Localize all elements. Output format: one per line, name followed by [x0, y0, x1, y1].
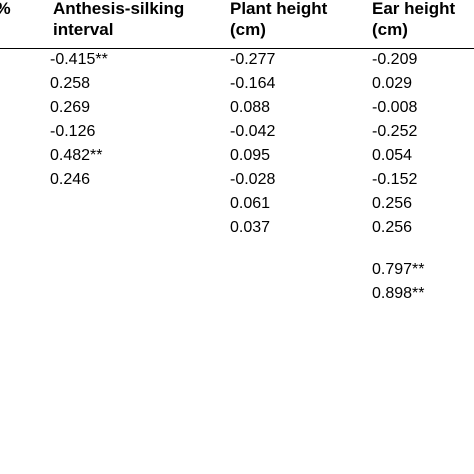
table-cell: -0.126	[50, 123, 96, 140]
table-cell: -0.042	[230, 123, 276, 140]
table-cell: 0.256	[372, 219, 413, 236]
table-cell: 0.898**	[372, 285, 425, 302]
table-cell: 0.061	[230, 195, 271, 212]
column-header-anthesis-silking-interval: Anthesis-silking interval	[53, 0, 184, 40]
column-header-plant-height-line1: Plant height	[230, 0, 328, 18]
column-header-partial: 0%	[0, 0, 11, 19]
table-cell: 0.037	[230, 219, 271, 236]
table-cell: 0.258	[50, 75, 91, 92]
table-cell: 0.054	[372, 147, 413, 164]
column-header-asi-line2: interval	[53, 20, 114, 39]
column-header-ear-height: Ear height (cm)	[372, 0, 455, 40]
table-cell: -0.277	[230, 51, 276, 68]
table-cell: -0.415**	[50, 51, 108, 68]
column-header-ear-height-line1: Ear height	[372, 0, 456, 18]
table-cell: 0.246	[50, 171, 91, 188]
column-header-plant-height: Plant height (cm)	[230, 0, 327, 40]
table-cell: -0.252	[372, 123, 418, 140]
table-cell: -0.209	[372, 51, 418, 68]
table-cell: -0.008	[372, 99, 418, 116]
table-cell: 0.029	[372, 75, 413, 92]
table-cell: -0.152	[372, 171, 418, 188]
table-cell: -0.164	[230, 75, 276, 92]
table-cell: 0.256	[372, 195, 413, 212]
table-cell: 0.797**	[372, 261, 425, 278]
header-rule	[0, 48, 474, 49]
column-header-ear-height-line2: (cm)	[372, 20, 408, 39]
column-header-partial-line1: 0%	[0, 0, 11, 19]
table-cell: 0.095	[230, 147, 271, 164]
column-header-plant-height-line2: (cm)	[230, 20, 266, 39]
table-cell: 0.269	[50, 99, 91, 116]
table-cell: 0.482**	[50, 147, 103, 164]
column-header-asi-line1: Anthesis-silking	[53, 0, 185, 18]
table-cell: -0.028	[230, 171, 276, 188]
table-cell: 0.088	[230, 99, 271, 116]
